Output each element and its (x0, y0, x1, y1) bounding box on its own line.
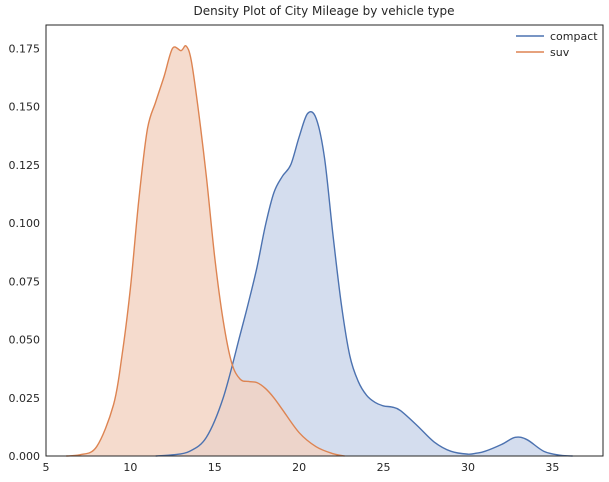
legend: compact suv (516, 30, 598, 59)
density-line-suv (66, 45, 345, 457)
y-tick-label: 0.125 (9, 159, 41, 172)
y-tick-label: 0.150 (9, 101, 41, 114)
chart-title: Density Plot of City Mileage by vehicle … (193, 4, 454, 18)
x-tick-label: 30 (461, 461, 475, 474)
x-tick-label: 25 (377, 461, 391, 474)
y-tick-label: 0.100 (9, 217, 41, 230)
density-line-compact (155, 111, 573, 457)
y-tick-label: 0.050 (9, 334, 41, 347)
x-axis: 5 10 15 20 25 30 35 (43, 461, 560, 474)
x-tick-label: 35 (545, 461, 559, 474)
density-area-compact (155, 111, 573, 457)
y-tick-label: 0.000 (9, 450, 41, 463)
x-tick-label: 15 (208, 461, 222, 474)
legend-label-suv: suv (550, 46, 570, 59)
x-tick-label: 5 (43, 461, 50, 474)
density-area-suv (66, 45, 345, 456)
plot-frame (45, 24, 604, 457)
legend-label-compact: compact (550, 30, 598, 43)
y-tick-label: 0.025 (9, 392, 41, 405)
plot-area (66, 45, 573, 457)
y-axis: 0.000 0.025 0.050 0.075 0.100 0.125 0.150 0.175 (9, 42, 41, 463)
y-tick-label: 0.075 (9, 275, 41, 288)
y-tick-label: 0.175 (9, 42, 41, 55)
x-tick-label: 20 (292, 461, 306, 474)
x-tick-label: 10 (123, 461, 137, 474)
